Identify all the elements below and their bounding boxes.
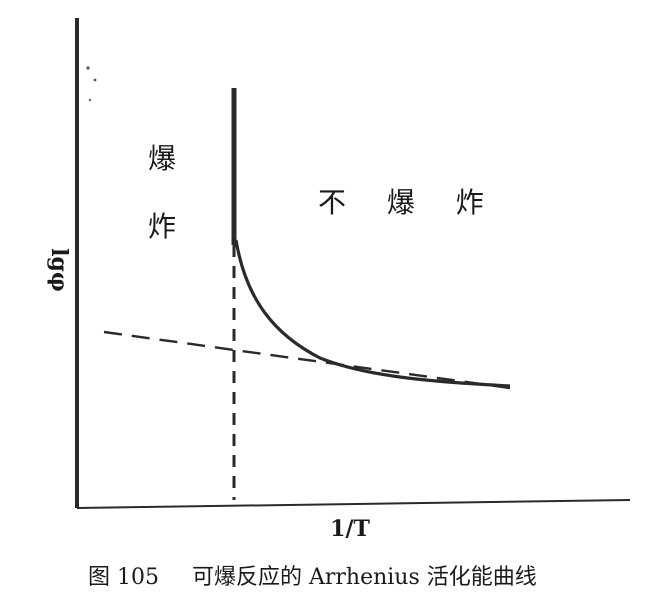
explosion-boundary-curve xyxy=(234,239,511,388)
x-axis-label: 1/T xyxy=(330,516,370,542)
region-label-no-explosion: 不 爆 炸 xyxy=(318,186,500,219)
scan-speck xyxy=(93,78,97,82)
scan-speck xyxy=(88,98,92,102)
arrhenius-dashed-line xyxy=(103,330,511,390)
caption-number: 图 105 xyxy=(88,565,159,590)
region-label-explosion-line-2: 炸 xyxy=(148,210,176,243)
y-axis-label: lgφ xyxy=(46,248,72,292)
figure-caption: 图 105 可爆反应的 Arrhenius 活化能曲线 xyxy=(88,565,537,590)
scan-speck xyxy=(86,66,90,70)
caption-text: 可爆反应的 Arrhenius 活化能曲线 xyxy=(192,565,537,590)
x-axis xyxy=(76,499,631,509)
region-label-explosion: 爆 炸 xyxy=(148,142,185,243)
region-label-explosion-line-1: 爆 xyxy=(148,142,176,175)
